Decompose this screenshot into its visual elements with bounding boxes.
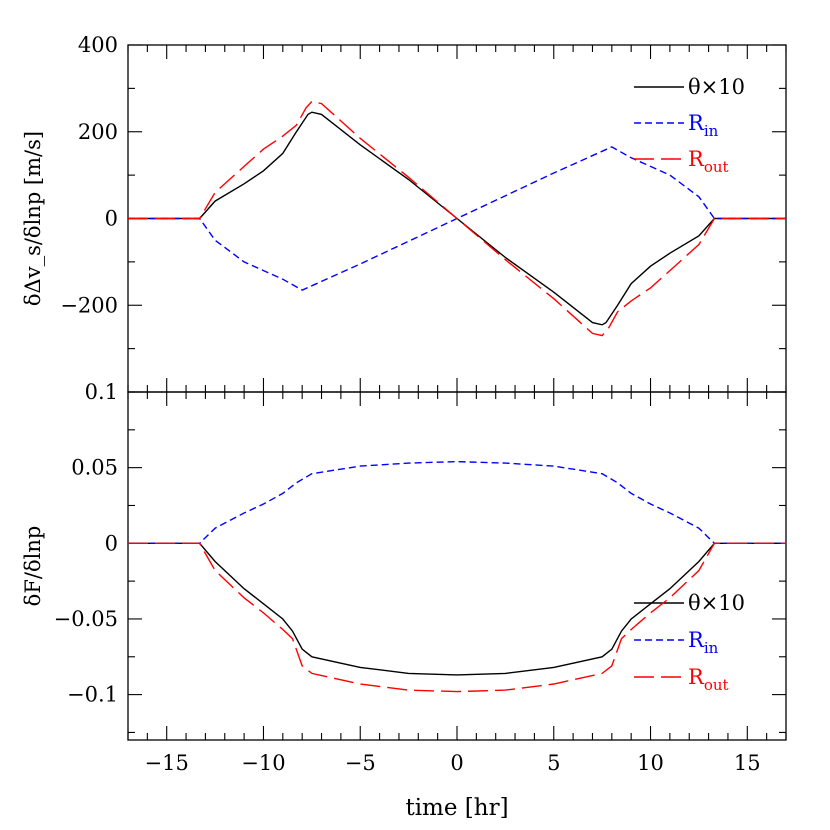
legend-label-base: θ×10: [688, 591, 745, 615]
legend-label-base: R: [688, 147, 705, 171]
legend-label-sub: out: [704, 676, 729, 694]
legend-label-0: θ×10: [688, 75, 745, 99]
y-tick-label: 0: [105, 207, 118, 231]
x-tick-label: 15: [734, 751, 761, 775]
series-line-2: [128, 542, 786, 693]
series-line-1: [128, 460, 786, 544]
y-tick-label: 0: [105, 531, 118, 555]
legend-label-0: θ×10: [688, 591, 745, 615]
x-tick-label: 5: [547, 751, 560, 775]
legend-label-2: Rout: [688, 147, 729, 176]
panel-bottom: 0.1 0.05 0 −0.05 −0.1 −15 −10 −5 0 5 10 15 δF/δlnp θ×…: [21, 380, 787, 775]
legend-label-base: R: [688, 111, 705, 135]
y-axis-label: δF/δlnp: [21, 526, 45, 607]
x-tick-label: −10: [241, 751, 285, 775]
x-tick-label: −15: [145, 751, 189, 775]
legend-label-sub: in: [704, 639, 719, 657]
y-tick-label: −200: [60, 293, 118, 317]
legend-label-base: R: [688, 628, 705, 652]
legend-label-base: R: [688, 665, 705, 689]
x-tick-label: 10: [637, 751, 664, 775]
legend-label-base: θ×10: [688, 75, 745, 99]
legend-label-sub: in: [704, 122, 719, 140]
legend-label-1: Rin: [688, 628, 719, 657]
legend-label-sub: out: [704, 158, 729, 176]
y-tick-label: 400: [78, 33, 118, 57]
x-tick-label: −5: [345, 751, 376, 775]
legend-label-2: Rout: [688, 665, 729, 694]
y-tick-label: 0.1: [85, 380, 118, 404]
x-tick-label: 0: [450, 751, 463, 775]
series-line-2: [128, 100, 786, 337]
series-line-0: [128, 542, 786, 676]
y-axis-label: δΔv_s/δlnp [m/s]: [21, 131, 45, 306]
y-tick-label: −0.05: [54, 607, 118, 631]
y-tick-label: 200: [78, 120, 118, 144]
y-tick-label: −0.1: [67, 683, 118, 707]
x-axis-label: time [hr]: [405, 795, 508, 821]
y-tick-label: 0.05: [71, 456, 118, 480]
legend-label-1: Rin: [688, 111, 719, 140]
